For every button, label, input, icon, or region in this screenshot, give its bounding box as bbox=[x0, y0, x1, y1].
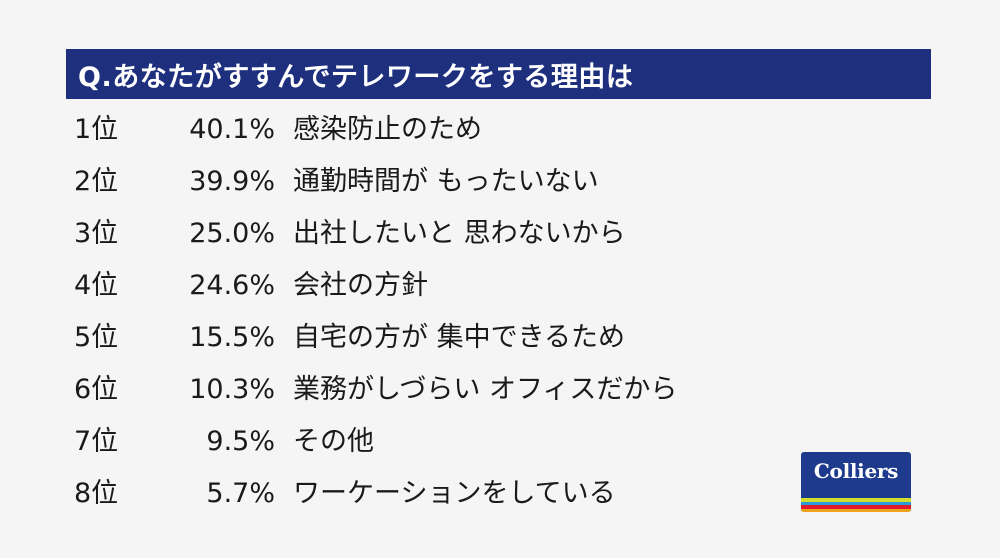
percent-value: 25.0% bbox=[189, 218, 275, 249]
percent-value: 15.5% bbox=[189, 322, 275, 353]
percent-value: 24.6% bbox=[189, 270, 275, 301]
reason-text: 自宅の方が 集中できるため bbox=[293, 322, 626, 353]
logo-stripe bbox=[801, 505, 911, 509]
rank-label: 1位 bbox=[74, 114, 119, 145]
rank-label: 8位 bbox=[74, 478, 119, 509]
colliers-logo: Colliers bbox=[801, 452, 911, 512]
rank-label: 7位 bbox=[74, 426, 119, 457]
percent-value: 5.7% bbox=[206, 478, 275, 509]
reason-text: 出社したいと 思わないから bbox=[293, 218, 626, 249]
rank-label: 2位 bbox=[74, 166, 119, 197]
percent-value: 40.1% bbox=[189, 114, 275, 145]
logo-stripe bbox=[801, 508, 911, 512]
reason-text: 業務がしづらい オフィスだから bbox=[293, 374, 678, 405]
question-header: Q.あなたがすすんでテレワークをする理由は bbox=[66, 49, 931, 99]
logo-wordmark: Colliers bbox=[813, 459, 899, 483]
ranking-row: 5位 15.5% 自宅の方が 集中できるため bbox=[0, 312, 1000, 364]
percent-value: 9.5% bbox=[206, 426, 275, 457]
reason-text: 感染防止のため bbox=[293, 114, 482, 145]
reason-text: 会社の方針 bbox=[293, 270, 428, 301]
question-title: Q.あなたがすすんでテレワークをする理由は bbox=[78, 61, 634, 93]
ranking-row: 8位 5.7% ワーケーションをしている bbox=[0, 468, 1000, 520]
ranking-row: 4位 24.6% 会社の方針 bbox=[0, 260, 1000, 312]
rank-label: 5位 bbox=[74, 322, 119, 353]
ranking-row: 3位 25.0% 出社したいと 思わないから bbox=[0, 208, 1000, 260]
reason-text: ワーケーションをしている bbox=[293, 478, 616, 509]
rank-label: 6位 bbox=[74, 374, 119, 405]
logo-color-stripes bbox=[801, 498, 911, 512]
rank-label: 3位 bbox=[74, 218, 119, 249]
ranking-row: 6位 10.3% 業務がしづらい オフィスだから bbox=[0, 364, 1000, 416]
ranking-row: 2位 39.9% 通勤時間が もったいない bbox=[0, 156, 1000, 208]
ranking-row: 7位 9.5% その他 bbox=[0, 416, 1000, 468]
logo-stripe bbox=[801, 498, 911, 502]
logo-stripe bbox=[801, 501, 911, 505]
percent-value: 39.9% bbox=[189, 166, 275, 197]
ranking-row: 1位 40.1% 感染防止のため bbox=[0, 104, 1000, 156]
reason-text: その他 bbox=[293, 426, 374, 457]
reason-text: 通勤時間が もったいない bbox=[293, 166, 599, 197]
rank-label: 4位 bbox=[74, 270, 119, 301]
percent-value: 10.3% bbox=[189, 374, 275, 405]
